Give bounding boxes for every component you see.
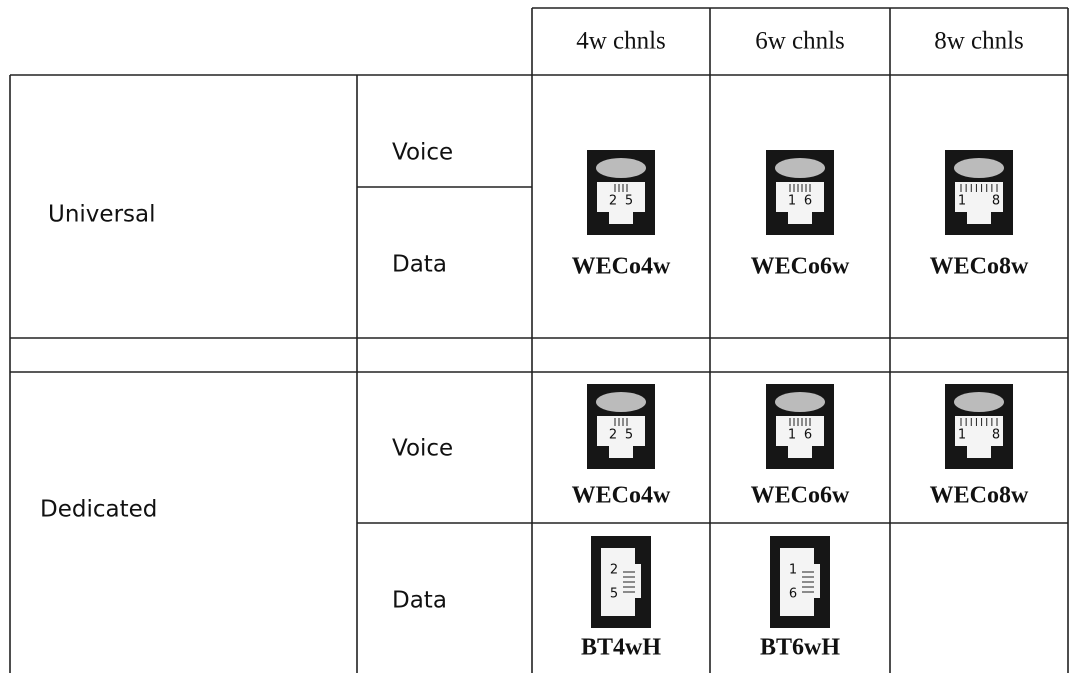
- pin-number: 1: [788, 194, 796, 209]
- icon-glow: [596, 392, 646, 412]
- column-header: 6w chnls: [755, 28, 845, 55]
- jack: [955, 182, 1003, 224]
- connector-name: WECo8w: [930, 254, 1029, 280]
- pin-number: 8: [992, 194, 1000, 209]
- pin-number: 1: [958, 194, 966, 209]
- pin-number: 1: [788, 428, 796, 443]
- pin-number: 1: [958, 428, 966, 443]
- column-header: 4w chnls: [576, 28, 666, 55]
- type-label: Voice: [392, 140, 453, 166]
- jack: [601, 548, 641, 616]
- pin-number: 5: [610, 587, 618, 602]
- icon-glow: [775, 392, 825, 412]
- connector-icon: 25: [591, 536, 651, 628]
- pin-number: 6: [804, 428, 812, 443]
- pin-number: 6: [789, 587, 797, 602]
- column-header: 8w chnls: [934, 28, 1024, 55]
- type-label: Voice: [392, 436, 453, 462]
- connector-icon: 16: [770, 536, 830, 628]
- table-grid: [9, 7, 1069, 673]
- icon-glow: [775, 158, 825, 178]
- icon-glow: [596, 158, 646, 178]
- icon-glow: [954, 158, 1004, 178]
- connector-name: BT4wH: [581, 635, 661, 661]
- jack: [776, 182, 824, 224]
- connector-name: WECo4w: [572, 483, 671, 509]
- type-label: Data: [392, 588, 447, 614]
- pin-number: 1: [789, 563, 797, 578]
- pin-number: 8: [992, 428, 1000, 443]
- jack: [780, 548, 820, 616]
- jack: [776, 416, 824, 458]
- jack: [597, 182, 645, 224]
- pin-number: 2: [609, 194, 617, 209]
- group-label: Universal: [48, 202, 156, 228]
- icon-glow: [954, 392, 1004, 412]
- pin-number: 5: [625, 428, 633, 443]
- jack: [597, 416, 645, 458]
- group-label: Dedicated: [40, 497, 157, 523]
- jack: [955, 416, 1003, 458]
- type-label: Data: [392, 252, 447, 278]
- connector-name: WECo8w: [930, 483, 1029, 509]
- pin-number: 6: [804, 194, 812, 209]
- pin-number: 2: [610, 563, 618, 578]
- connector-name: WECo6w: [751, 483, 850, 509]
- connector-name: WECo4w: [572, 254, 671, 280]
- pin-number: 2: [609, 428, 617, 443]
- connector-name: BT6wH: [760, 635, 840, 661]
- pin-number: 5: [625, 194, 633, 209]
- connector-name: WECo6w: [751, 254, 850, 280]
